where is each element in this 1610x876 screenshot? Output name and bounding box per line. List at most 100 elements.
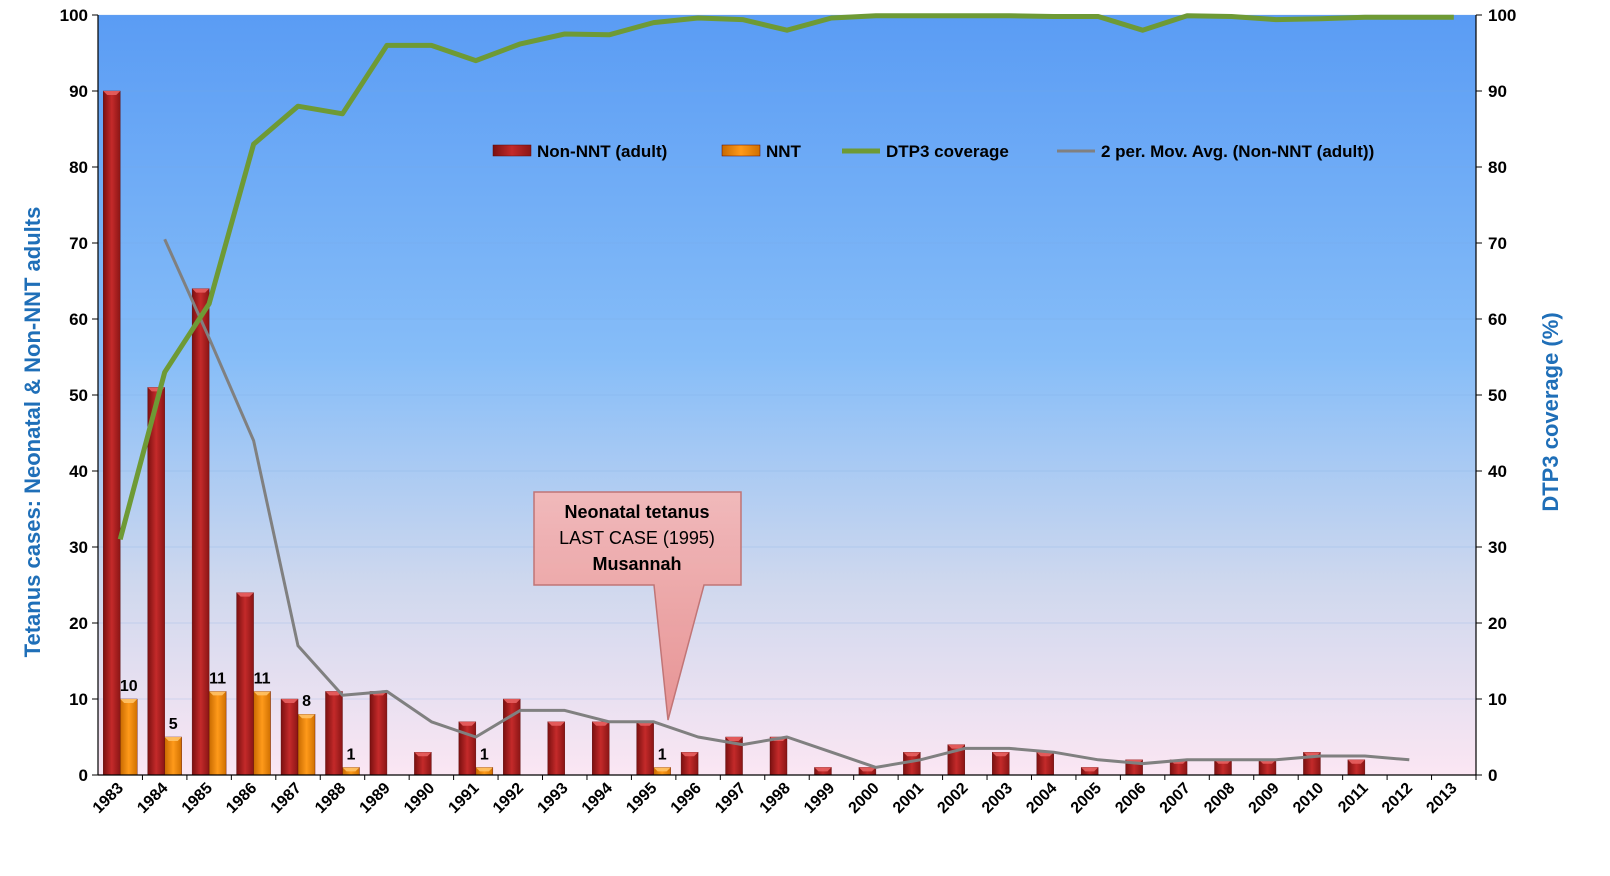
x-tick-label: 2010 <box>1290 780 1327 817</box>
legend-label: 2 per. Mov. Avg. (Non-NNT (adult)) <box>1101 142 1374 161</box>
non-nnt-bar <box>1080 767 1099 776</box>
moving-average-line-group <box>163 238 1410 769</box>
non-nnt-bar <box>191 288 210 776</box>
callout-line-2: LAST CASE (1995) <box>559 528 715 548</box>
dtp3-coverage-line <box>117 13 1454 541</box>
x-tick-label: 2007 <box>1157 780 1194 817</box>
x-tick-label: 1996 <box>668 780 705 817</box>
x-tick-label: 2011 <box>1335 780 1372 817</box>
x-tick-label: 1991 <box>445 780 482 817</box>
x-axis-ticks: 1983 1984 1985 1986 1987 1988 1989 1990 1991 1992… <box>90 775 1477 817</box>
non-nnt-bar <box>1347 759 1366 776</box>
nnt-data-label: 10 <box>120 678 138 695</box>
left-tick-label: 80 <box>69 158 88 177</box>
legend: Non-NNT (adult) NNT DTP3 coverage 2 per. Mo… <box>492 142 1374 161</box>
nnt-data-label: 5 <box>169 716 178 733</box>
right-axis-title: DTP3 coverage (%) <box>1538 312 1563 511</box>
nnt-data-label: 1 <box>480 746 489 763</box>
non-nnt-bar <box>1258 759 1277 776</box>
x-tick-label: 1993 <box>534 780 571 817</box>
x-tick-label: 2006 <box>1112 780 1149 817</box>
callout-shape <box>533 491 742 721</box>
left-tick-label: 50 <box>69 386 88 405</box>
non-nnt-bar <box>1036 752 1054 776</box>
x-tick-label: 2012 <box>1379 780 1416 817</box>
non-nnt-bar <box>769 736 788 776</box>
annotation-callout: Neonatal tetanus LAST CASE (1995) Musann… <box>533 491 742 721</box>
right-tick-label: 10 <box>1488 690 1507 709</box>
x-tick-label: 1984 <box>134 780 171 817</box>
right-tick-label: 60 <box>1488 310 1507 329</box>
left-tick-label: 30 <box>69 538 88 557</box>
left-axis-ticks: 0 10 20 30 40 50 60 70 80 90 100 <box>60 6 98 785</box>
x-tick-label: 1988 <box>312 780 349 817</box>
non-nnt-bar <box>147 387 165 776</box>
x-tick-label: 1998 <box>757 780 794 817</box>
right-axis-ticks: 0 10 20 30 40 50 60 70 80 90 100 <box>1476 6 1516 785</box>
non-nnt-bar <box>103 90 121 776</box>
non-nnt-bar <box>1214 759 1232 776</box>
nnt-bar <box>475 767 494 776</box>
right-tick-label: 20 <box>1488 614 1507 633</box>
x-tick-label: 1997 <box>712 780 749 817</box>
nnt-bar <box>297 714 316 776</box>
callout-line-3: Musannah <box>592 554 681 574</box>
non-nnt-bar <box>858 767 877 776</box>
non-nnt-bar <box>680 752 699 776</box>
left-tick-label: 60 <box>69 310 88 329</box>
left-tick-label: 90 <box>69 82 88 101</box>
x-tick-label: 1987 <box>268 780 305 817</box>
legend-label: NNT <box>766 142 802 161</box>
x-tick-label: 2002 <box>934 780 971 817</box>
left-tick-label: 40 <box>69 462 88 481</box>
dtp3-line-group <box>117 13 1454 541</box>
non-nnt-bar <box>725 736 743 776</box>
moving-average-line <box>163 238 1410 769</box>
x-tick-label: 2005 <box>1068 780 1105 817</box>
non-nnt-bar <box>458 721 477 776</box>
non-nnt-bar <box>325 691 343 776</box>
left-tick-label: 10 <box>69 690 88 709</box>
x-tick-label: 2003 <box>979 780 1016 817</box>
non-nnt-bar <box>280 698 299 776</box>
nnt-bar <box>208 691 227 776</box>
x-tick-label: 2004 <box>1023 780 1060 817</box>
x-tick-label: 2009 <box>1246 780 1283 817</box>
callout-line-1: Neonatal tetanus <box>564 502 709 522</box>
nnt-data-label: 1 <box>347 746 356 763</box>
non-nnt-bar <box>992 752 1010 776</box>
x-tick-label: 1995 <box>623 780 660 817</box>
legend-swatch <box>721 144 761 157</box>
non-nnt-bar <box>547 721 565 776</box>
left-tick-label: 0 <box>79 766 88 785</box>
x-tick-label: 1989 <box>357 780 394 817</box>
left-tick-label: 20 <box>69 614 88 633</box>
x-tick-label: 2008 <box>1201 780 1238 817</box>
x-tick-label: 2013 <box>1423 780 1460 817</box>
non-nnt-bar <box>636 721 654 776</box>
x-tick-label: 1994 <box>579 780 616 817</box>
nnt-bar <box>342 767 360 776</box>
nnt-bar <box>120 698 138 776</box>
left-tick-label: 100 <box>60 6 88 25</box>
gridlines <box>98 14 1476 700</box>
left-axis-title: Tetanus cases: Neonatal & Non-NNT adults <box>20 207 45 658</box>
nnt-data-label: 1 <box>658 746 667 763</box>
legend-label: DTP3 coverage <box>886 142 1009 161</box>
x-tick-label: 1992 <box>490 780 527 817</box>
non-nnt-bar <box>236 592 254 776</box>
non-nnt-bar <box>591 721 610 776</box>
nnt-bar <box>653 767 671 776</box>
nnt-bar <box>164 736 182 776</box>
nnt-data-label: 11 <box>254 670 271 687</box>
right-tick-label: 50 <box>1488 386 1507 405</box>
right-tick-label: 80 <box>1488 158 1507 177</box>
nnt-bars <box>120 691 671 776</box>
nnt-data-label: 8 <box>302 693 311 710</box>
nnt-bar <box>253 691 271 776</box>
x-tick-label: 2001 <box>890 780 927 817</box>
x-tick-label: 1990 <box>401 780 438 817</box>
